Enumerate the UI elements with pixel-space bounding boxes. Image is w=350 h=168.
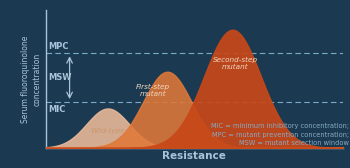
Text: MPC: MPC: [48, 42, 69, 51]
Y-axis label: Serum fluoroquinolone
concentration: Serum fluoroquinolone concentration: [21, 35, 41, 123]
Text: MIC: MIC: [48, 104, 66, 114]
Text: Wild-type: Wild-type: [91, 128, 125, 134]
Text: MSW: MSW: [48, 73, 72, 82]
Text: Second-step
mutant: Second-step mutant: [213, 57, 258, 70]
Text: First-step
mutant: First-step mutant: [136, 83, 170, 97]
Text: MIC = minimum inhibitory concentration;
MPC = mutant prevention concentration;
M: MIC = minimum inhibitory concentration; …: [211, 123, 349, 146]
X-axis label: Resistance: Resistance: [162, 151, 226, 161]
